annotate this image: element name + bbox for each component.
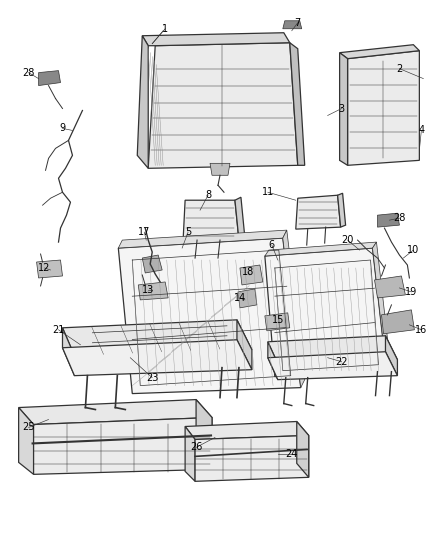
Polygon shape [297, 422, 309, 478]
Text: 1: 1 [162, 24, 168, 34]
Text: 23: 23 [146, 373, 159, 383]
Polygon shape [385, 336, 397, 376]
Text: 15: 15 [272, 315, 284, 325]
Polygon shape [37, 260, 63, 278]
Polygon shape [148, 43, 298, 168]
Polygon shape [39, 71, 60, 86]
Polygon shape [185, 422, 309, 439]
Polygon shape [372, 242, 390, 370]
Text: 26: 26 [190, 442, 202, 453]
Text: 9: 9 [60, 124, 66, 133]
Polygon shape [339, 45, 419, 59]
Text: 2: 2 [396, 63, 403, 74]
Polygon shape [378, 213, 399, 227]
Polygon shape [374, 276, 406, 298]
Polygon shape [118, 230, 287, 248]
Text: 12: 12 [39, 263, 51, 273]
Polygon shape [283, 230, 305, 387]
Polygon shape [381, 310, 414, 334]
Polygon shape [142, 255, 162, 273]
Text: 13: 13 [142, 285, 154, 295]
Polygon shape [268, 342, 278, 379]
Text: 24: 24 [286, 449, 298, 459]
Text: 3: 3 [339, 103, 345, 114]
Polygon shape [137, 36, 148, 168]
Polygon shape [138, 282, 168, 300]
Polygon shape [290, 43, 305, 165]
Polygon shape [268, 352, 397, 379]
Text: 4: 4 [418, 125, 424, 135]
Polygon shape [238, 289, 257, 308]
Polygon shape [339, 53, 348, 165]
Text: 17: 17 [138, 227, 150, 237]
Polygon shape [34, 417, 212, 474]
Text: 25: 25 [22, 423, 35, 432]
Polygon shape [185, 426, 195, 481]
Text: 20: 20 [341, 235, 354, 245]
Polygon shape [240, 265, 263, 285]
Text: 10: 10 [407, 245, 420, 255]
Polygon shape [235, 197, 245, 240]
Text: 21: 21 [52, 325, 65, 335]
Polygon shape [195, 435, 309, 481]
Polygon shape [196, 400, 212, 470]
Polygon shape [19, 408, 34, 474]
Polygon shape [265, 242, 377, 256]
Polygon shape [63, 320, 252, 356]
Text: 14: 14 [234, 293, 246, 303]
Text: 22: 22 [336, 357, 348, 367]
Text: 18: 18 [242, 267, 254, 277]
Polygon shape [210, 163, 230, 175]
Polygon shape [265, 248, 386, 377]
Polygon shape [142, 33, 290, 46]
Polygon shape [183, 200, 239, 240]
Text: 8: 8 [205, 190, 211, 200]
Polygon shape [283, 21, 302, 29]
Polygon shape [118, 238, 301, 393]
Polygon shape [19, 400, 212, 424]
Polygon shape [63, 328, 74, 376]
Text: 6: 6 [269, 240, 275, 250]
Text: 11: 11 [262, 187, 274, 197]
Text: 28: 28 [22, 68, 35, 78]
Text: 19: 19 [405, 287, 417, 297]
Polygon shape [268, 336, 397, 364]
Text: 5: 5 [185, 227, 191, 237]
Polygon shape [237, 320, 252, 370]
Polygon shape [348, 51, 419, 165]
Polygon shape [265, 313, 290, 331]
Polygon shape [296, 195, 341, 229]
Text: 16: 16 [415, 325, 427, 335]
Text: 28: 28 [393, 213, 406, 223]
Polygon shape [63, 340, 252, 376]
Polygon shape [338, 193, 346, 227]
Text: 7: 7 [295, 18, 301, 28]
